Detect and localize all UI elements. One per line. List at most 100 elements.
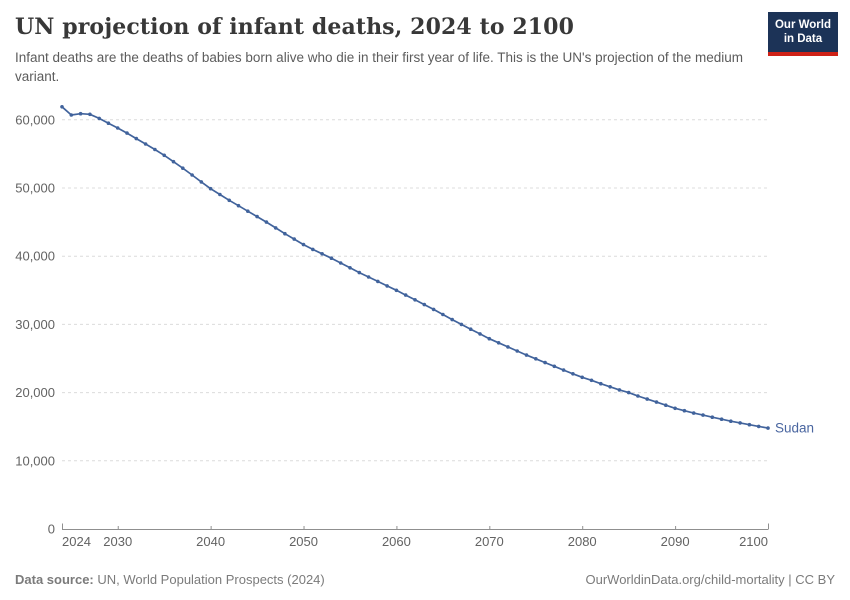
data-point — [199, 180, 204, 184]
data-point — [534, 357, 538, 361]
y-axis-tick-label: 20,000 — [15, 385, 55, 400]
data-source: Data source: UN, World Population Prospe… — [15, 572, 325, 587]
data-point — [682, 409, 687, 413]
data-point — [617, 388, 622, 392]
data-point — [376, 279, 380, 284]
data-point — [422, 303, 427, 307]
data-point — [106, 121, 111, 126]
page-title: UN projection of infant deaths, 2024 to … — [15, 14, 574, 40]
data-point — [338, 261, 343, 266]
data-point — [450, 318, 455, 322]
data-source-text: UN, World Population Prospects (2024) — [93, 572, 325, 587]
data-point — [97, 116, 101, 121]
data-point — [710, 415, 715, 420]
data-point — [264, 220, 269, 225]
data-point — [208, 187, 213, 191]
data-point — [719, 417, 724, 422]
data-point — [729, 419, 733, 424]
data-point — [162, 153, 166, 158]
x-axis-tick-label: 2070 — [475, 534, 504, 549]
y-axis-tick-label: 40,000 — [15, 249, 55, 264]
data-point — [181, 166, 185, 171]
data-point — [673, 406, 677, 411]
data-point — [636, 394, 640, 399]
data-point — [385, 284, 389, 288]
data-point — [190, 173, 194, 178]
y-axis-tick-label: 50,000 — [15, 181, 55, 196]
data-point — [88, 112, 92, 117]
data-point — [431, 307, 436, 312]
y-axis-tick-label: 10,000 — [15, 454, 55, 469]
data-point — [394, 288, 399, 293]
y-axis-tick-label: 0 — [48, 522, 55, 537]
data-point — [756, 424, 761, 429]
data-point — [329, 256, 334, 261]
y-axis-tick-label: 60,000 — [15, 113, 55, 128]
data-point — [701, 413, 705, 418]
data-point — [478, 332, 482, 336]
data-point — [543, 361, 547, 365]
data-point — [506, 345, 510, 349]
x-axis-tick-label: 2040 — [196, 534, 225, 549]
data-point — [115, 126, 120, 131]
y-axis-tick-label: 30,000 — [15, 317, 55, 332]
data-point — [60, 105, 64, 109]
data-point — [589, 378, 594, 383]
data-point — [571, 372, 575, 376]
data-point — [403, 293, 408, 298]
data-source-label: Data source: — [15, 572, 94, 587]
data-point — [496, 341, 501, 345]
data-point — [599, 382, 603, 386]
data-point — [654, 400, 659, 405]
data-point — [348, 266, 352, 270]
data-point — [608, 385, 612, 389]
data-point — [218, 192, 222, 197]
chart-header: UN projection of infant deaths, 2024 to … — [0, 0, 850, 86]
series-line-sudan — [61, 106, 769, 430]
x-axis-tick-label: 2050 — [289, 534, 318, 549]
entity-label-sudan: Sudan — [775, 421, 814, 436]
x-axis-tick-label: 2030 — [103, 534, 132, 549]
data-point — [78, 112, 83, 116]
data-point — [134, 137, 139, 141]
data-point — [552, 364, 557, 369]
data-point — [580, 375, 584, 380]
owid-logo-line2: in Data — [783, 33, 823, 46]
data-point — [283, 232, 287, 236]
chart-canvas[interactable]: 0 10,000 20,000 30,000 40,000 50,000 60,000 202… — [0, 90, 850, 552]
data-point — [468, 327, 473, 332]
data-point — [273, 226, 278, 230]
data-point — [459, 322, 464, 327]
data-point — [413, 298, 417, 302]
owid-logo[interactable]: Our World in Data — [767, 12, 838, 56]
data-point — [561, 368, 566, 373]
data-point — [301, 243, 306, 247]
owid-citation-link[interactable]: OurWorldinData.org/child-mortality | CC … — [585, 572, 836, 587]
data-point — [311, 247, 315, 252]
x-axis-tick-label: 2090 — [661, 534, 690, 549]
data-point — [487, 337, 492, 341]
data-point — [246, 209, 250, 214]
x-axis-tick-label: 2080 — [568, 534, 597, 549]
data-point — [320, 252, 324, 256]
chart-footer: Data source: UN, World Population Prospe… — [15, 572, 835, 587]
x-axis-tick-label: 2024 — [62, 534, 91, 549]
data-point — [766, 426, 770, 431]
chart-area: 0 10,000 20,000 30,000 40,000 50,000 60,000 202… — [0, 90, 850, 552]
data-point — [645, 397, 649, 402]
data-point — [366, 275, 371, 280]
data-point — [292, 237, 297, 242]
data-point — [143, 142, 148, 147]
data-point — [664, 403, 668, 408]
data-point — [255, 215, 259, 219]
data-point — [524, 353, 529, 358]
data-point — [691, 411, 696, 416]
data-point — [171, 160, 176, 164]
data-point — [747, 423, 752, 427]
data-point — [357, 271, 362, 275]
data-point — [153, 147, 157, 152]
data-point — [626, 391, 631, 395]
data-point — [441, 312, 445, 317]
data-point — [515, 349, 519, 354]
x-axis-tick-label: 2100 — [739, 534, 768, 549]
